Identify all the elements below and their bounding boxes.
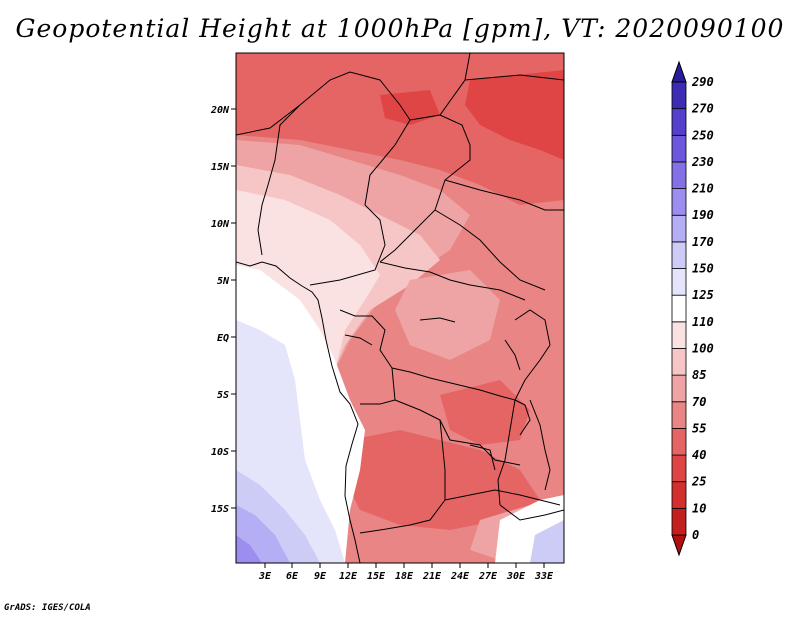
colorbar-segment: [671, 134, 687, 163]
field-south-red-2: [440, 380, 530, 445]
colorbar-level-label: 40: [692, 448, 706, 462]
lat-label-10s: 10S: [211, 447, 229, 458]
plot-frame: [235, 52, 565, 564]
colorbar-segment: [671, 81, 687, 110]
lon-label-24e: 24E: [450, 571, 470, 582]
map-plot-area: [236, 53, 564, 563]
lat-label-15n: 15N: [211, 162, 230, 173]
colorbar-level-label: 25: [691, 475, 706, 489]
colorbar-segment: [671, 428, 687, 456]
map-title: Geopotential Height at 1000hPa [gpm], VT…: [15, 14, 785, 43]
colorbar-level-label: 125: [692, 288, 714, 302]
colorbar-level-label: 290: [691, 75, 714, 89]
colorbar-segment: [671, 214, 687, 243]
colorbar-segment: [671, 454, 687, 483]
longitude-axis: [264, 563, 545, 568]
colorbar-segment: [671, 348, 687, 376]
colorbar-level-label: 270: [691, 102, 714, 116]
colorbar-level-label: 170: [692, 235, 714, 249]
colorbar-level-label: 250: [691, 128, 714, 142]
colorbar-segment: [671, 241, 687, 269]
colorbar-segment: [671, 507, 687, 536]
colorbar-segment: [671, 481, 687, 509]
lat-label-eq: EQ: [217, 333, 229, 344]
lat-label-20n: 20N: [210, 105, 230, 116]
lon-label-6e: 6E: [286, 571, 299, 582]
lon-label-12e: 12E: [339, 571, 358, 582]
colorbar-level-label: 10: [692, 501, 706, 515]
lon-label-33e: 33E: [534, 571, 554, 582]
lon-label-15e: 15E: [367, 571, 386, 582]
lon-label-9e: 9E: [314, 571, 327, 582]
lat-label-5s: 5S: [217, 390, 229, 401]
colorbar-level-label: 190: [692, 208, 714, 222]
lat-label-15s: 15S: [211, 504, 229, 515]
lon-label-3e: 3E: [258, 571, 272, 582]
colorbar-segment: [671, 268, 687, 296]
colorbar-top-triangle: [671, 60, 687, 83]
lon-label-18e: 18E: [395, 571, 414, 582]
colorbar: 0 10 25 40 55 70 85 100 110 125 150 170 190 210 230 250…: [671, 60, 714, 557]
colorbar-segment: [671, 161, 687, 189]
colorbar-segment: [671, 401, 687, 429]
colorbar-level-label: 110: [692, 315, 714, 329]
colorbar-level-label: 210: [691, 182, 714, 196]
colorbar-segment: [671, 294, 687, 323]
colorbar-level-label: 150: [692, 262, 714, 276]
field-south-red: [345, 430, 540, 530]
field-congo-pink: [395, 270, 500, 360]
lon-label-27e: 27E: [478, 571, 498, 582]
field-ocean-lavdeep: [236, 535, 262, 563]
coastlines-borders: [236, 53, 564, 563]
grads-credit: GrADS: IGES/COLA: [4, 603, 91, 613]
colorbar-segment: [671, 321, 687, 349]
colorbar-level-label: 55: [692, 421, 706, 435]
lon-label-30e: 30E: [506, 571, 526, 582]
colorbar-level-label: 230: [691, 155, 714, 169]
lat-label-10n: 10N: [211, 219, 230, 230]
colorbar-segment: [671, 374, 687, 403]
field-se-lav: [530, 520, 564, 563]
colorbar-level-label: 100: [692, 341, 714, 355]
colorbar-segment: [671, 188, 687, 216]
colorbar-level-label: 0: [692, 528, 699, 542]
latitude-axis: [231, 108, 236, 509]
colorbar-segment: [671, 108, 687, 136]
lon-label-21e: 21E: [422, 571, 442, 582]
lat-label-5n: 5N: [217, 276, 230, 287]
colorbar-level-label: 70: [692, 395, 706, 409]
colorbar-bottom-triangle: [671, 534, 687, 557]
field-northeast-strongred: [465, 70, 564, 160]
colorbar-level-label: 85: [692, 368, 706, 382]
